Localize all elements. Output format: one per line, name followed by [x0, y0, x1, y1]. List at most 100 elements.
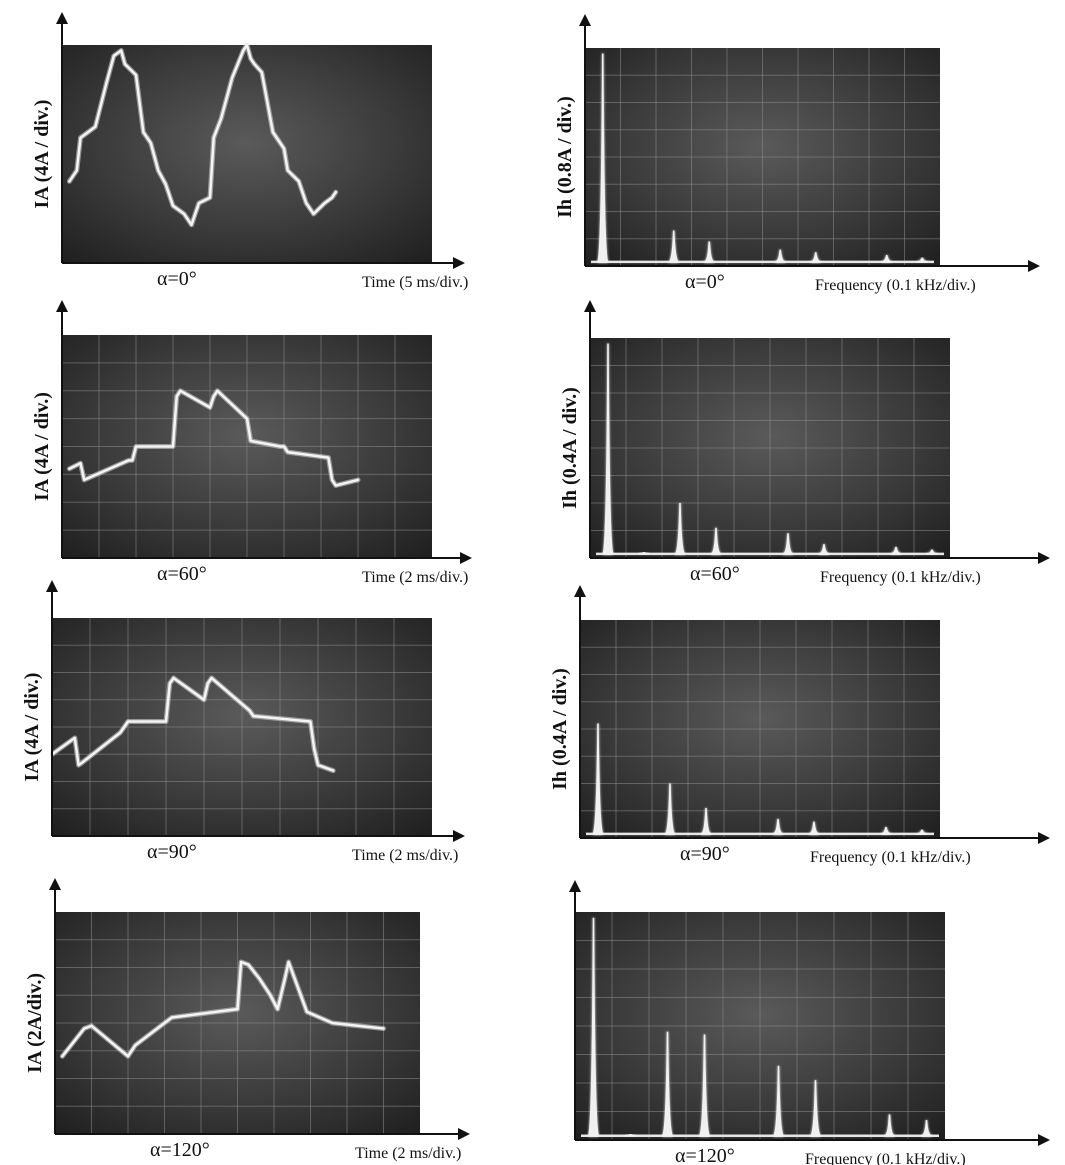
panel-2-1-ylabel: Ih (0.4A / div.)	[549, 668, 571, 790]
panel-0-0-point	[190, 224, 193, 226]
panel-1-1-peak	[638, 551, 650, 555]
panel-0-0-point	[261, 71, 263, 74]
panel-0-0-point	[79, 136, 82, 139]
panel-0-0-point	[157, 169, 159, 172]
panel-2-0-point	[210, 677, 213, 679]
panel-1-0-y-arrow	[56, 300, 68, 312]
panel-1-0-point	[131, 459, 134, 462]
panel-3-1-peak	[921, 1120, 932, 1137]
panel-1-1-peak	[674, 502, 686, 555]
panel-0-0-point	[142, 131, 145, 133]
panel-3-1-peak	[809, 1080, 822, 1137]
panel-2-1-caption: α=90°	[680, 843, 730, 865]
panel-1-0-point	[327, 456, 330, 459]
panel-0-0-point	[231, 76, 233, 79]
panel-3-0-point	[269, 994, 272, 997]
panel-2-0-point	[309, 720, 312, 723]
panel-0-0: α=0° Time (5 ms/div.) IA (4A / div.)	[31, 12, 468, 291]
panel-1-0-point	[212, 395, 215, 398]
panel-2-0-point	[203, 698, 205, 701]
panel-1-1-caption: α=60°	[690, 563, 740, 585]
panel-1-0-point	[135, 445, 137, 448]
panel-1-0-point	[127, 459, 130, 462]
panel-1-0-point	[79, 462, 82, 465]
panel-1-1-peak	[710, 527, 722, 555]
panel-0-0-point	[124, 63, 126, 65]
panel-0-0-ylabel: IA (4A / div.)	[31, 100, 53, 209]
panel-0-0-point	[331, 196, 333, 199]
panel-0-0-point	[183, 213, 185, 215]
panel-2-1-xlabel: Frequency (0.1 kHz/div.)	[810, 849, 971, 866]
panel-3-0: α=120° Time (2 ms/div.) IA (2A/div.)	[24, 878, 470, 1162]
panel-2-0-point	[317, 764, 319, 766]
panel-3-0-point	[331, 1022, 334, 1024]
panel-2-1-peak	[664, 783, 676, 835]
panel-1-0-point	[68, 468, 71, 470]
panel-3-0-caption: α=120°	[150, 1139, 210, 1161]
panel-1-0-ylabel: IA (4A / div.)	[31, 392, 53, 501]
panel-0-1-xlabel: Frequency (0.1 kHz/div.)	[815, 277, 976, 294]
panel-1-0-point	[357, 479, 359, 481]
panel-1-1-peak	[890, 546, 902, 555]
panel-2-0-point	[74, 737, 76, 739]
panel-0-0-y-arrow	[56, 12, 68, 24]
panel-1-1-peak	[818, 544, 830, 555]
panel-1-0-point	[246, 417, 248, 420]
panel-1-0-point	[172, 445, 174, 448]
panel-3-0-point	[127, 1055, 129, 1058]
panel-0-0-point	[172, 204, 174, 207]
panel-2-0-xlabel: Time (2 ms/div.)	[352, 847, 458, 864]
panel-3-1-peak	[625, 1132, 636, 1137]
panel-0-1-peak	[597, 53, 609, 263]
panel-0-0-point	[246, 44, 248, 46]
panel-0-1-peak	[775, 249, 786, 263]
panel-0-1-ylabel: Ih (0.8A / div.)	[554, 96, 576, 218]
panel-2-0-y-arrow	[46, 580, 58, 592]
panel-3-0-point	[306, 1011, 308, 1013]
panel-3-0-point	[284, 977, 286, 980]
panel-1-0-point	[175, 395, 178, 398]
panel-3-0-y-arrow	[49, 878, 61, 890]
panel-3-0-point	[236, 1008, 239, 1010]
panel-0-0-point	[105, 82, 108, 84]
panel-3-1-xlabel: Frequency (0.1 kHz/div.)	[805, 1151, 966, 1165]
panel-0-0-point	[76, 169, 78, 172]
panel-1-0-point	[279, 445, 282, 448]
panel-3-0-x-arrow	[458, 1128, 470, 1140]
panel-0-0-point	[120, 49, 122, 52]
panel-0-1-peak	[881, 254, 892, 263]
panel-3-0-xlabel: Time (2 ms/div.)	[355, 1145, 461, 1162]
panel-2-1-peak	[808, 821, 820, 835]
panel-3-0-point	[83, 1027, 85, 1030]
panel-0-0-point	[135, 74, 137, 76]
panel-1-0-point	[83, 479, 85, 481]
panel-0-0-xlabel: Time (5 ms/div.)	[362, 274, 468, 291]
panel-0-0-point	[94, 125, 97, 128]
panel-0-0-point	[305, 202, 308, 204]
panel-1-1-peak	[926, 549, 938, 555]
panel-3-0-point	[61, 1055, 64, 1058]
panel-0-0-point	[113, 55, 115, 57]
panel-0-1-y-arrow	[579, 14, 591, 26]
panel-2-0-point	[332, 769, 335, 772]
panel-2-1-peak	[916, 829, 928, 835]
panel-3-1-y-arrow	[569, 880, 581, 892]
panel-2-1: α=90° Frequency (0.1 kHz/div.) Ih (0.4A / …	[549, 585, 1050, 866]
panel-3-0-point	[258, 977, 261, 980]
panel-3-1-caption: α=120°	[675, 1145, 735, 1165]
panel-0-1-peak	[704, 241, 715, 263]
panel-0-0-point	[212, 136, 215, 139]
panel-2-1-x-arrow	[1038, 832, 1050, 844]
panel-0-0-point	[198, 202, 200, 204]
panel-2-0-point	[169, 682, 171, 685]
panel-2-0-x-arrow	[453, 830, 465, 842]
panel-3-0-point	[163, 1022, 166, 1024]
panel-1-0-point	[331, 479, 333, 481]
panel-1-0-point	[283, 445, 285, 448]
panel-2-1-peak	[880, 826, 892, 835]
panel-2-0: α=90° Time (2 ms/div.) IA (4A / div.)	[21, 580, 465, 864]
panel-1-0-point	[335, 484, 337, 487]
panel-0-0-point	[335, 191, 337, 193]
panel-0-1-peak	[810, 252, 821, 263]
